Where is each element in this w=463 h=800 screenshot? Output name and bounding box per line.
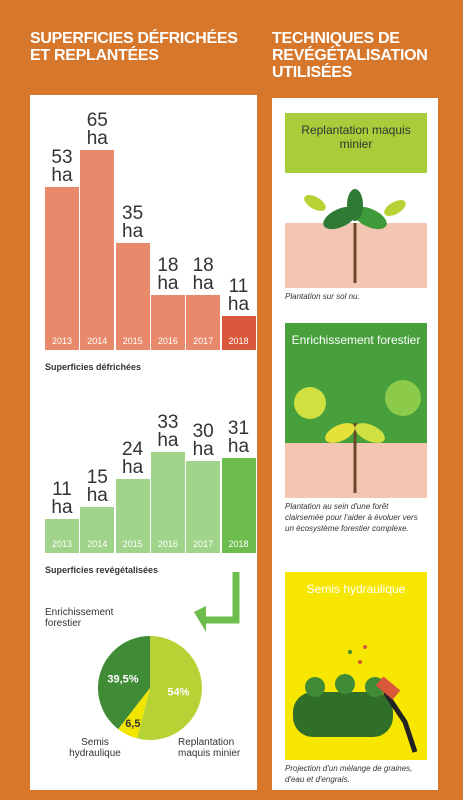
bar	[45, 187, 79, 350]
value-label: 33 ha	[150, 414, 186, 450]
arrow-label: 2018	[209, 594, 231, 615]
value-label: 24 ha	[115, 441, 151, 477]
x-tick-label: 2017	[186, 336, 220, 346]
bar	[80, 150, 114, 350]
bar	[116, 243, 150, 350]
technique-card: Enrichissement forestier Plantation au s…	[285, 323, 427, 534]
illustration: Replantation maquis minier	[285, 113, 427, 288]
value-label: 15 ha	[79, 469, 115, 505]
x-tick-label: 2015	[116, 539, 150, 549]
value-label: 11 ha	[221, 278, 257, 314]
chart-title: Superficies défrichées	[45, 362, 141, 372]
x-tick-label: 2016	[151, 336, 185, 346]
arrow-head	[194, 606, 206, 632]
x-tick-label: 2013	[45, 336, 79, 346]
value-label: 30 ha	[185, 423, 221, 459]
value-label: 53 ha	[44, 149, 80, 185]
x-tick-label: 2014	[80, 539, 114, 549]
category-label: Replantation maquis minier	[178, 737, 258, 759]
x-tick-label: 2017	[186, 539, 220, 549]
value-label: 65 ha	[79, 112, 115, 148]
technique-card: Replantation maquis minier Plantation su…	[285, 113, 427, 302]
x-tick-label: 2018	[222, 336, 256, 346]
chart-title: Superficies revégétalisées	[45, 565, 158, 575]
arrow	[205, 572, 236, 620]
infographic: SUPERFICIES DÉFRICHÉES ET REPLANTÉES TEC…	[0, 0, 463, 800]
x-tick-label: 2014	[80, 336, 114, 346]
technique-caption: Plantation au sein d'une forêt clairsemé…	[285, 501, 427, 534]
slice-label: 6,5	[125, 718, 140, 730]
x-tick-label: 2013	[45, 539, 79, 549]
slice-label: 54%	[167, 687, 189, 699]
value-label: 11 ha	[44, 481, 80, 517]
technique-card: Semis hydraulique Projection d'un mélang…	[285, 572, 427, 785]
slice-label: 39,5%	[107, 674, 138, 686]
illustration: Semis hydraulique	[285, 572, 427, 760]
value-label: 31 ha	[221, 420, 257, 456]
x-tick-label: 2016	[151, 539, 185, 549]
value-label: 18 ha	[185, 257, 221, 293]
illustration: Enrichissement forestier	[285, 323, 427, 498]
bar	[151, 452, 185, 553]
value-label: 35 ha	[115, 205, 151, 241]
technique-caption: Plantation sur sol nu.	[285, 291, 427, 302]
x-tick-label: 2018	[222, 539, 256, 549]
category-label: Semis hydraulique	[55, 737, 135, 759]
x-tick-label: 2015	[116, 336, 150, 346]
category-label: Enrichissement forestier	[45, 607, 125, 629]
technique-caption: Projection d'un mélange de graines, d'ea…	[285, 763, 427, 785]
value-label: 18 ha	[150, 257, 186, 293]
